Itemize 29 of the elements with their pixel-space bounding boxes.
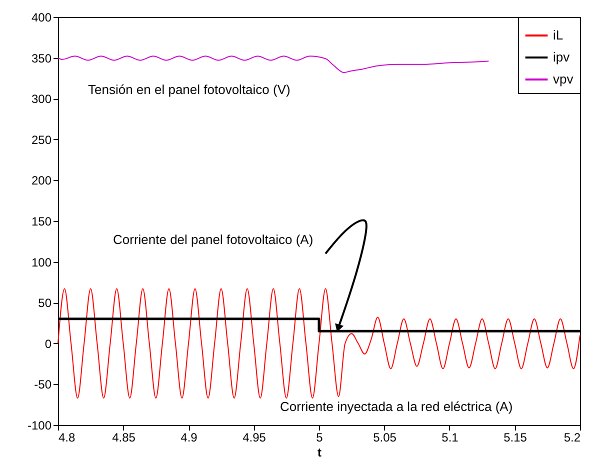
y-tick-label: 350: [31, 51, 52, 66]
y-tick-label: -100: [27, 418, 52, 432]
y-tick-label: 150: [31, 214, 52, 228]
y-tick-label: 50: [38, 296, 52, 310]
annotation: Tensión en el panel fotovoltaico (V): [88, 82, 290, 97]
x-tick-label: 5.15: [504, 430, 528, 444]
x-tick-label: 4.95: [242, 430, 266, 444]
x-tick-label: 5.05: [373, 430, 397, 444]
annotation: Corriente inyectada a la red eléctrica (A): [280, 399, 513, 414]
annotation: Corriente del panel fotovoltaico (A): [113, 232, 314, 247]
line-series: [58, 288, 580, 399]
x-tick-label: 4.9: [180, 430, 198, 444]
line-series: [58, 56, 490, 73]
y-tick-label: 200: [31, 174, 52, 188]
y-tick-label: 400: [31, 10, 52, 24]
x-tick-label: 5.1: [442, 430, 459, 444]
y-tick-label: 300: [31, 92, 52, 106]
legend-label: ipv: [553, 50, 570, 64]
y-tick-label: -50: [34, 378, 52, 392]
legend-label: iL: [553, 28, 564, 42]
x-tick-label: 5.2: [564, 430, 581, 444]
x-tick-label: 4.8: [58, 430, 76, 444]
y-tick-label: 0: [44, 336, 52, 351]
y-tick-label: 250: [31, 132, 52, 147]
y-tick-label: 100: [31, 255, 52, 270]
x-tick-label: 5: [316, 430, 324, 444]
x-tick-label: 4.85: [112, 430, 136, 444]
legend-label: vpv: [553, 72, 574, 86]
x-axis-title: t: [318, 446, 322, 460]
